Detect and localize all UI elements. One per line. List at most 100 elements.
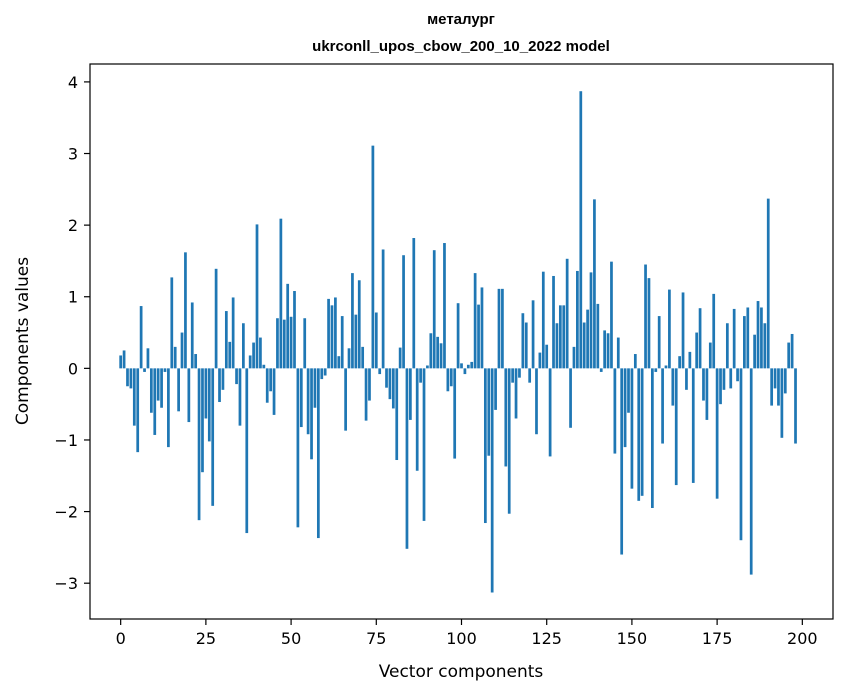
bar-16: [173, 346, 177, 369]
bar-35: [238, 368, 242, 426]
bar-102: [466, 364, 470, 369]
bar-148: [623, 368, 627, 448]
bar-126: [548, 368, 552, 457]
bar-18: [180, 332, 184, 369]
bar-142: [603, 330, 607, 369]
bar-60: [323, 368, 327, 376]
bar-49: [286, 283, 290, 369]
bar-6: [139, 306, 143, 369]
bar-45: [272, 368, 276, 415]
bar-87: [415, 368, 419, 471]
x-tick-label: 50: [281, 629, 301, 648]
bar-113: [504, 368, 508, 467]
bar-78: [385, 368, 388, 388]
bar-71: [361, 346, 365, 369]
bar-196: [787, 342, 791, 369]
bar-186: [753, 334, 756, 369]
x-tick-label: 75: [366, 629, 386, 648]
bar-161: [668, 289, 671, 369]
bar-150: [630, 368, 634, 489]
bar-74: [371, 145, 375, 369]
bar-108: [487, 368, 491, 456]
bar-135: [579, 91, 583, 369]
bar-143: [606, 333, 610, 369]
bar-127: [552, 275, 555, 369]
bar-27: [211, 368, 215, 506]
bar-145: [613, 368, 617, 454]
bar-85: [409, 368, 412, 420]
y-tick-label: 4: [68, 73, 78, 92]
bar-54: [303, 318, 307, 369]
bar-112: [501, 288, 504, 369]
bar-133: [572, 346, 576, 369]
x-axis-label: Vector components: [379, 662, 544, 682]
bar-168: [691, 368, 695, 483]
bar-89: [422, 368, 426, 521]
bar-125: [545, 344, 549, 369]
bar-156: [651, 368, 654, 508]
bar-84: [405, 368, 409, 549]
bar-159: [661, 368, 664, 444]
bar-12: [160, 368, 163, 408]
bar-43: [265, 368, 269, 403]
bar-139: [593, 199, 596, 369]
bar-103: [470, 361, 474, 369]
bar-177: [722, 368, 726, 390]
bar-26: [207, 368, 211, 442]
y-tick-label: 1: [68, 288, 78, 307]
bar-180: [732, 308, 736, 369]
y-tick-label: 3: [68, 145, 78, 164]
bar-187: [756, 301, 760, 369]
bar-167: [688, 351, 692, 369]
bar-163: [674, 368, 678, 486]
y-axis-ticks: −3 −2 −1 0 1 2 3 4: [54, 73, 90, 593]
bar-51: [293, 291, 296, 369]
bar-151: [633, 354, 637, 369]
bar-188: [760, 307, 763, 369]
bar-170: [698, 308, 702, 369]
bar-21: [190, 302, 194, 369]
bar-3: [129, 368, 133, 389]
bar-64: [337, 356, 341, 369]
bar-123: [538, 352, 542, 369]
bar-131: [565, 258, 569, 369]
bar-94: [439, 343, 443, 369]
bar-67: [347, 348, 351, 369]
bar-4: [132, 368, 136, 426]
bar-24: [201, 368, 204, 473]
bar-66: [344, 368, 347, 431]
bar-152: [637, 368, 641, 501]
bar-182: [739, 368, 743, 541]
bar-44: [269, 368, 272, 392]
bar-52: [296, 368, 300, 528]
bar-136: [582, 322, 586, 369]
bar-128: [555, 323, 559, 369]
y-tick-label: −1: [54, 431, 78, 450]
bar-132: [569, 368, 572, 428]
bar-61: [327, 298, 330, 369]
y-tick-label: 0: [68, 359, 78, 378]
bar-29: [218, 368, 221, 403]
x-tick-label: 25: [196, 629, 216, 648]
bar-68: [351, 273, 354, 369]
bar-15: [170, 277, 174, 369]
bar-23: [197, 368, 201, 521]
bar-92: [432, 250, 436, 369]
bar-47: [279, 218, 283, 369]
bar-115: [511, 368, 514, 383]
bar-193: [777, 368, 780, 406]
bar-138: [589, 272, 593, 369]
bar-158: [657, 316, 661, 369]
bar-147: [620, 368, 624, 555]
bar-179: [729, 368, 733, 389]
bar-130: [562, 305, 566, 369]
bar-155: [647, 278, 651, 369]
bar-79: [388, 368, 392, 400]
y-tick-label: −2: [54, 503, 78, 522]
bar-105: [477, 304, 480, 369]
bar-104: [473, 273, 477, 369]
bar-175: [715, 368, 719, 499]
bar-141: [599, 368, 603, 372]
bar-57: [313, 368, 317, 408]
